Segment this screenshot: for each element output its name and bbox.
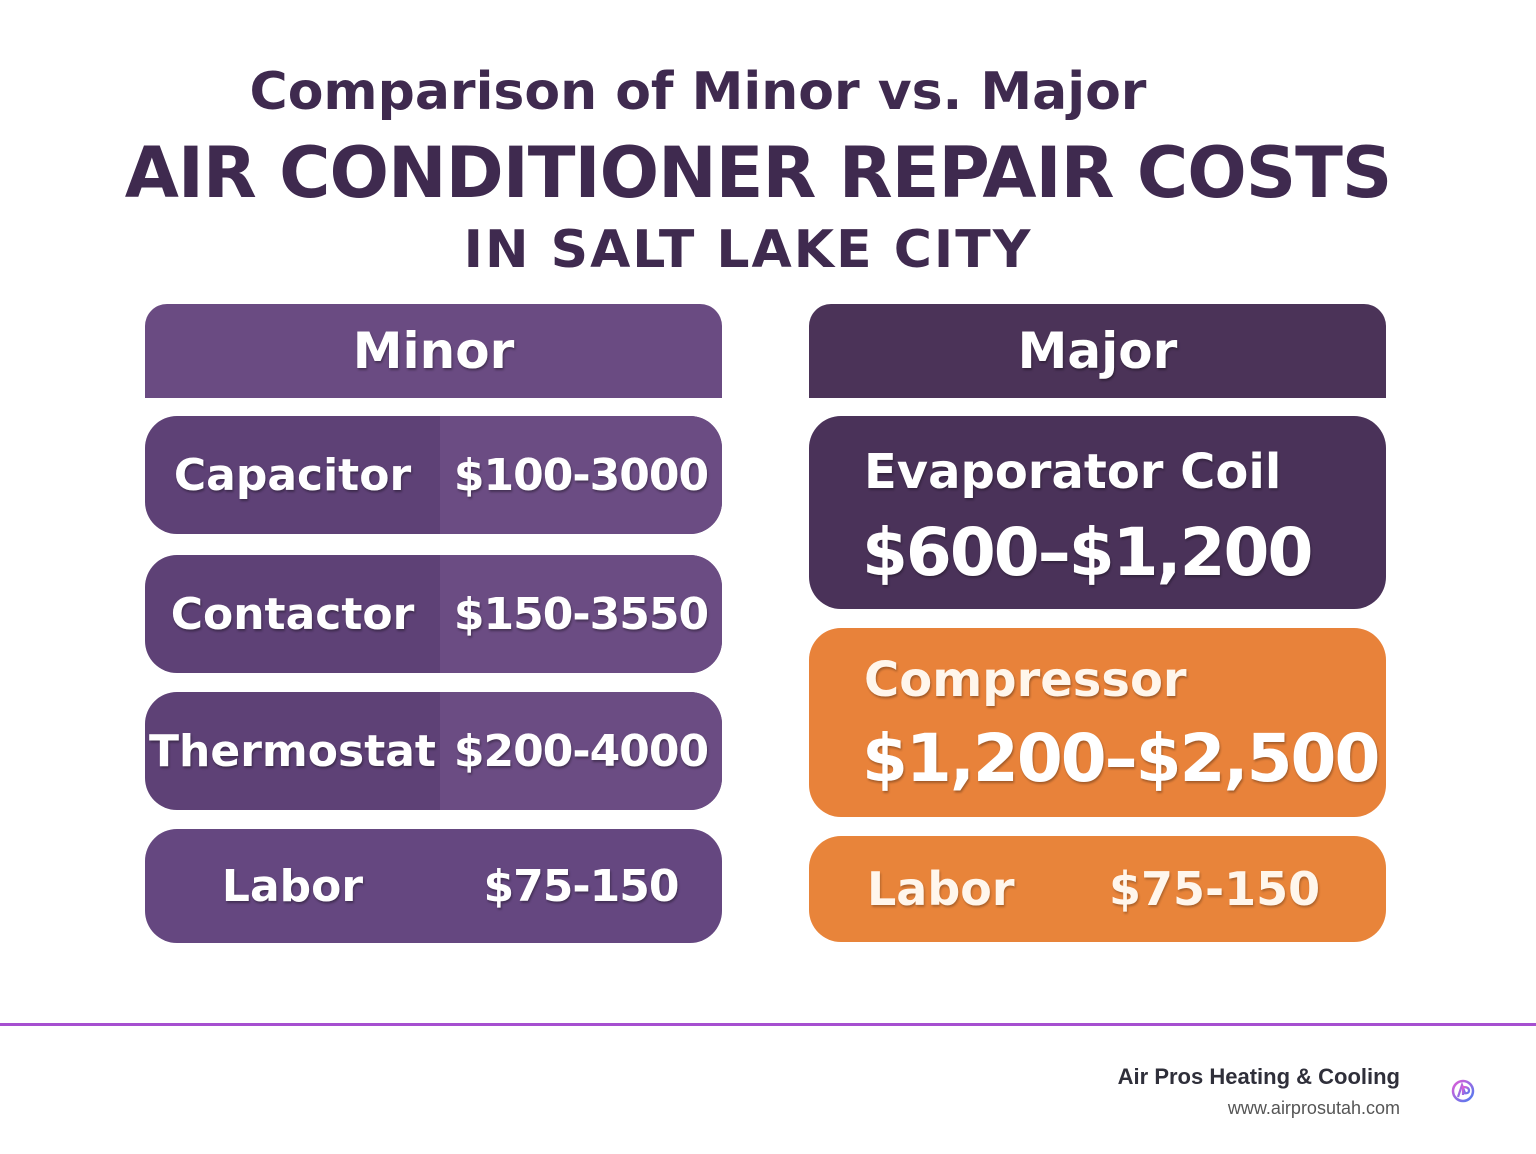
minor-row-contactor: Contactor $150-3550 bbox=[145, 555, 722, 673]
air-pros-logo-icon bbox=[1451, 1079, 1475, 1103]
major-labor-label: Labor bbox=[867, 862, 1015, 916]
major-column-header: Major bbox=[809, 304, 1386, 398]
minor-row-label: Labor bbox=[221, 860, 364, 912]
company-name: Air Pros Heating & Cooling bbox=[1117, 1064, 1400, 1089]
minor-row-capacitor: Capacitor $100-3000 bbox=[145, 416, 722, 534]
minor-row-labor: Labor $75-150 bbox=[145, 829, 722, 943]
minor-row-value: $100-3000 bbox=[440, 416, 722, 534]
major-labor-value: $75-150 bbox=[1109, 862, 1321, 916]
minor-column-header: Minor bbox=[145, 304, 722, 398]
major-card-evaporator-coil: Evaporator Coil $600–$1,200 bbox=[809, 416, 1386, 609]
minor-row-value: $200-4000 bbox=[440, 692, 722, 810]
minor-row-label: Thermostat bbox=[149, 725, 436, 777]
title-line-2: AIR CONDITIONER REPAIR COSTS bbox=[124, 132, 1393, 214]
title-line-3: IN SALT LAKE CITY bbox=[463, 220, 1033, 280]
minor-row-thermostat: Thermostat $200-4000 bbox=[145, 692, 722, 810]
company-website: www.airprosutah.com bbox=[1227, 1098, 1400, 1118]
major-card-value: $1,200–$2,500 bbox=[862, 720, 1380, 797]
major-card-value: $600–$1,200 bbox=[862, 514, 1313, 591]
minor-row-value: $150-3550 bbox=[440, 555, 722, 673]
minor-row-label: Capacitor bbox=[173, 449, 412, 501]
major-card-compressor: Compressor $1,200–$2,500 bbox=[809, 628, 1386, 817]
major-card-label: Evaporator Coil bbox=[864, 444, 1282, 500]
footer-divider bbox=[0, 1023, 1536, 1026]
title-line-1: Comparison of Minor vs. Major bbox=[249, 62, 1147, 122]
minor-row-label: Contactor bbox=[170, 588, 415, 640]
minor-row-value: $75-150 bbox=[483, 860, 680, 912]
major-card-label: Compressor bbox=[864, 652, 1187, 708]
major-row-labor: Labor $75-150 bbox=[809, 836, 1386, 942]
